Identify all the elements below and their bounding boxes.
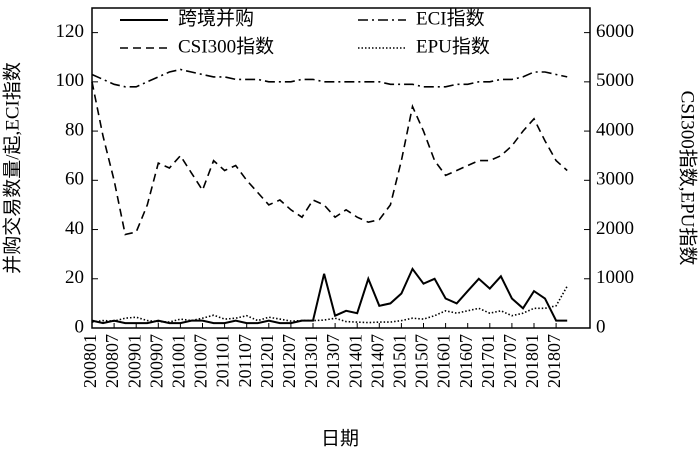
x-tick-label: 201201 <box>257 334 277 388</box>
y-tick-label: 20 <box>65 267 84 288</box>
y2-tick-label: 5000 <box>596 70 634 91</box>
y2-tick-label: 4000 <box>596 119 634 140</box>
x-tick-label: 201807 <box>544 334 564 388</box>
y2-tick-label: 1000 <box>596 267 634 288</box>
x-tick-label: 200901 <box>124 334 144 388</box>
x-tick-label: 201001 <box>169 334 189 388</box>
x-tick-label: 201401 <box>345 334 365 388</box>
series-line <box>91 285 568 324</box>
series-line <box>91 68 568 88</box>
y2-tick-label: 2000 <box>596 218 634 239</box>
x-tick-label: 201107 <box>235 334 255 387</box>
legend-label: ECI指数 <box>416 7 485 29</box>
x-tick-label: 201507 <box>412 334 432 388</box>
y2-axis-label: CSI300指数,EPU指数 <box>677 91 699 266</box>
x-tick-label: 201101 <box>213 334 233 387</box>
x-tick-label: 201701 <box>478 334 498 388</box>
y-tick-label: 80 <box>65 119 84 140</box>
x-tick-label: 201601 <box>434 334 454 388</box>
x-tick-label: 201407 <box>367 334 387 388</box>
legend-label: EPU指数 <box>416 35 490 57</box>
series-line <box>91 81 568 236</box>
series-line <box>91 266 568 325</box>
x-tick-label: 201801 <box>522 334 542 388</box>
y-tick-label: 40 <box>65 218 84 239</box>
x-tick-label: 200801 <box>80 334 100 388</box>
x-tick-label: 201207 <box>279 334 299 388</box>
y-tick-label: 0 <box>75 316 85 337</box>
x-tick-label: 201307 <box>323 334 343 388</box>
y2-tick-label: 6000 <box>596 21 634 42</box>
x-tick-label: 200907 <box>146 334 166 388</box>
x-tick-label: 200807 <box>102 334 122 388</box>
x-tick-label: 201501 <box>390 334 410 388</box>
y2-tick-label: 0 <box>596 316 606 337</box>
legend-label: 跨境并购 <box>178 7 254 29</box>
y2-tick-label: 3000 <box>596 169 634 190</box>
x-tick-label: 201607 <box>456 334 476 388</box>
y-tick-label: 100 <box>56 70 85 91</box>
x-tick-label: 201707 <box>500 334 520 388</box>
x-axis-label: 日期 <box>321 427 359 449</box>
legend-label: CSI300指数 <box>178 35 274 57</box>
plot-frame <box>91 7 591 329</box>
x-tick-label: 201301 <box>301 334 321 388</box>
y-axis-label: 并购交易数量/起,ECI指数 <box>1 62 23 274</box>
x-tick-label: 201007 <box>191 334 211 388</box>
y-tick-label: 120 <box>56 21 85 42</box>
y-tick-label: 60 <box>65 169 84 190</box>
